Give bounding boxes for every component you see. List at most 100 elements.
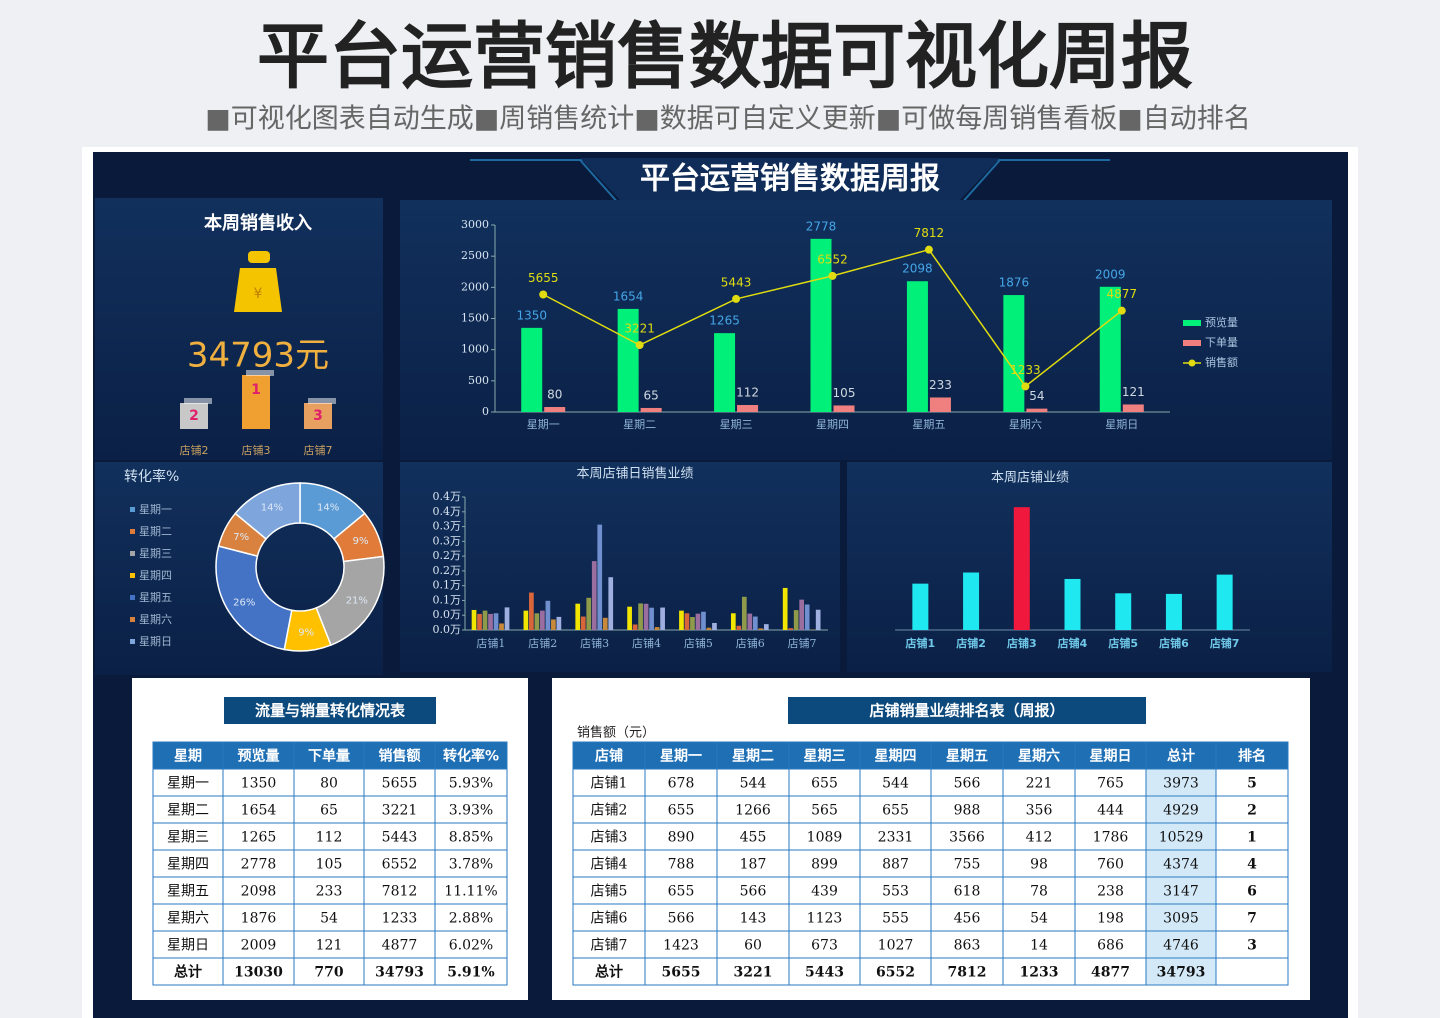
panel [400,462,840,672]
line-point [1117,306,1126,315]
x-tick-label: 店铺1 [906,636,936,650]
table-cell [644,795,718,824]
board-title: 平台运营销售数据周报 [640,162,940,197]
bar [591,561,597,630]
value-label: 2778 [806,219,837,233]
cell-text: 2778 [241,857,277,873]
table-cell [293,849,365,878]
cell-text: 星期四 [167,857,209,873]
value-label: 65 [644,388,659,402]
bar [747,613,753,630]
cell-text: 星期四 [875,749,917,765]
x-tick-label: 星期一 [527,418,560,431]
podium-top [184,398,212,404]
legend-label: 销售额 [1205,355,1238,369]
value-label: 233 [929,378,952,392]
cell-text: 356 [1026,803,1053,819]
bar [1115,593,1132,630]
cell-text: 5.93% [449,776,493,792]
cell-text: 5 [1247,776,1257,792]
cell-text: 星期六 [167,911,209,927]
bar [575,603,581,630]
table-title: 流量与销量转化情况表 [255,702,406,720]
cell-text: 星期 [174,749,202,765]
cell-text: 3221 [734,965,773,981]
x-tick-label: 店铺6 [736,636,765,650]
legend-swatch [1188,359,1196,367]
cell-text: 655 [668,884,695,900]
svg-text:¥: ¥ [254,286,263,302]
cell-text: 98 [1030,857,1048,873]
bar [793,610,799,630]
podium-block [180,403,208,429]
bar [602,617,608,630]
legend-label: 星期二 [139,525,172,538]
cell-text: 5655 [662,965,701,981]
bar [586,597,592,630]
table-cell [930,795,1004,824]
x-tick-label: 店铺2 [956,636,986,650]
bar [929,397,951,412]
y-tick-label: 0.1万 [433,579,462,592]
slice-label: 14% [317,502,339,513]
table-cell [1002,849,1076,878]
cell-text: 566 [954,776,981,792]
cell-text: 店铺3 [591,830,628,846]
cell-text: 890 [668,830,695,846]
cell-text: 1089 [807,830,843,846]
table-cell [788,903,861,932]
table-cell [293,957,365,986]
table-cell [222,903,295,932]
cell-text: 54 [1030,911,1048,927]
y-tick-label: 1500 [461,312,489,325]
bar [1064,578,1081,630]
x-tick-label: 店铺7 [788,636,817,650]
cell-text: 105 [316,857,343,873]
table-cell [293,741,365,770]
cell-text: 7 [1247,911,1257,927]
cell-text: 4877 [382,938,418,954]
value-label: 3221 [624,322,655,336]
table-cell [859,957,932,986]
cell-text: 7812 [948,965,987,981]
line-point [635,341,644,350]
podium-store: 店铺3 [242,443,271,457]
bar [815,609,821,630]
cell-text: 112 [316,830,343,846]
table-cell [572,795,646,824]
bar [638,603,643,630]
bar [690,617,695,630]
table-cell [1074,741,1147,770]
x-tick-label: 店铺2 [528,636,557,650]
bar [810,238,832,412]
table-cell [716,849,790,878]
cell-text: 3.78% [449,857,493,873]
table-cell [434,741,508,770]
legend-label: 预览量 [1205,315,1238,329]
y-tick-label: 2500 [461,249,489,262]
panel [847,462,1332,672]
cell-text: 4 [1247,857,1257,873]
podium-store: 店铺7 [304,443,333,457]
podium-rank: 3 [313,408,323,424]
value-label: 6552 [817,252,848,266]
legend-swatch [130,507,135,512]
table-cell [930,768,1004,797]
line-point [924,245,933,254]
cell-text: 233 [316,884,343,900]
cell-text: 转化率% [443,748,499,765]
legend-label: 星期日 [139,635,172,648]
bar [482,610,488,630]
table-cell [434,876,508,905]
table-cell [644,930,718,959]
table-cell [859,822,932,851]
podium-rank: 1 [251,382,261,398]
bar [1003,295,1025,412]
table-cell [572,903,646,932]
cell-text: 星期一 [660,749,702,765]
chart-title: 本周店铺日销售业绩 [576,466,693,482]
cell-text: 788 [668,857,695,873]
cell-text: 566 [740,884,767,900]
cell-text: 星期三 [804,749,846,765]
table-cell [1145,849,1217,878]
